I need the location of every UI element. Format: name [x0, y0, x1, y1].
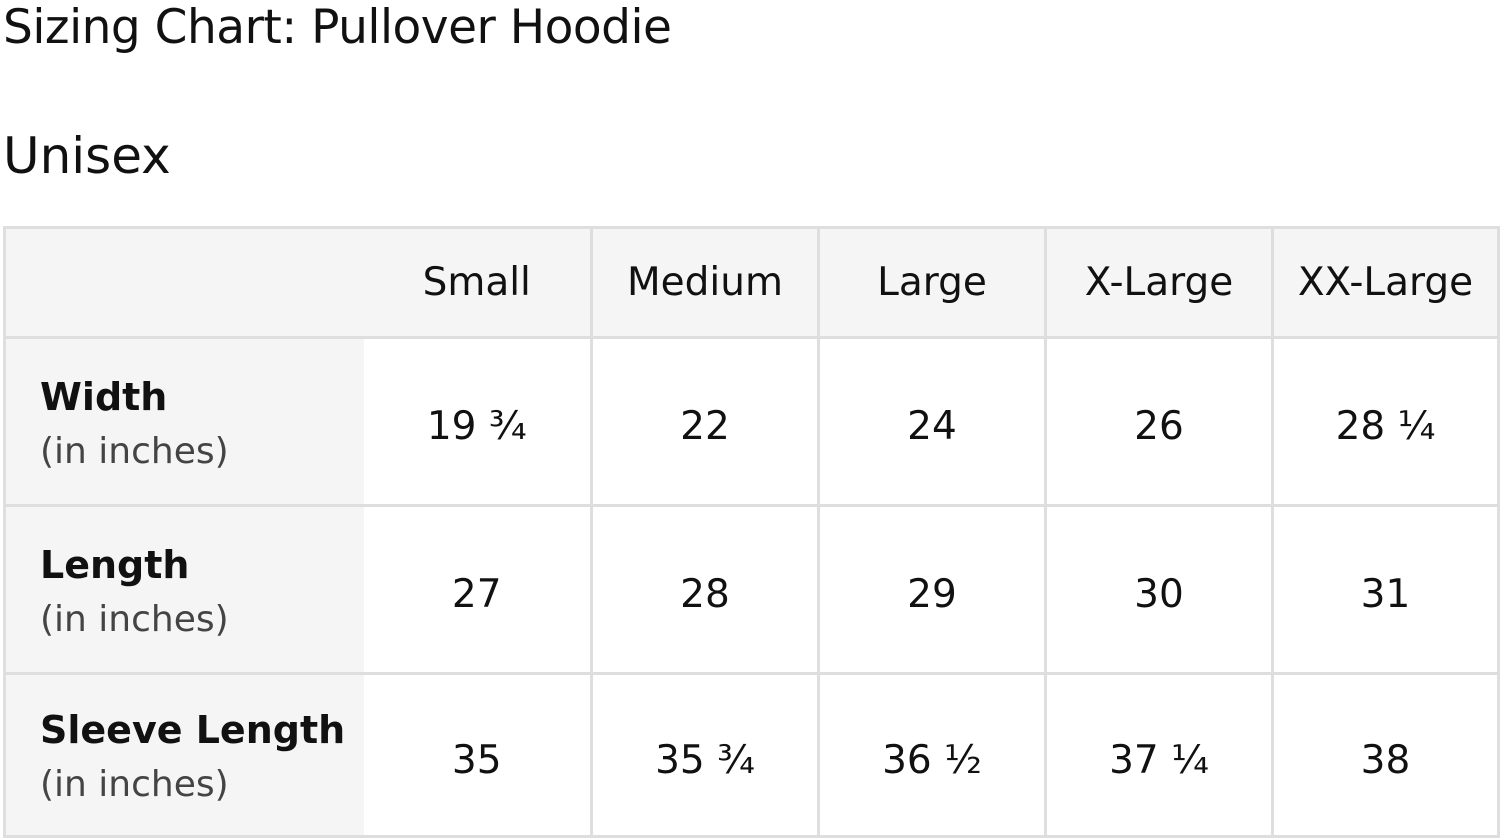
value-cell: 31 [1271, 504, 1500, 675]
value-cell: 22 [590, 336, 820, 507]
value-cell: 26 [1044, 336, 1274, 507]
value-cell: 19 ¾ [363, 336, 593, 507]
header-xx-large: XX-Large [1271, 226, 1500, 339]
header-row: Small Medium Large X-Large XX-Large [3, 226, 1500, 339]
sizing-table: Small Medium Large X-Large XX-Large Widt… [3, 226, 1500, 838]
header-x-large: X-Large [1044, 226, 1274, 339]
row-label: Width [40, 374, 168, 419]
header-small: Small [363, 226, 593, 339]
section-subtitle: Unisex [3, 127, 171, 185]
value-cell: 35 ¾ [590, 672, 820, 838]
row-label: Sleeve Length [40, 708, 346, 752]
row-unit: (in inches) [40, 764, 229, 805]
table-row: Length (in inches) 27 28 29 30 31 [3, 504, 1500, 675]
value-cell: 35 [363, 672, 593, 838]
row-unit: (in inches) [40, 430, 229, 472]
value-cell: 37 ¼ [1044, 672, 1274, 838]
value-cell: 24 [817, 336, 1047, 507]
value-cell: 29 [817, 504, 1047, 675]
value-cell: 27 [363, 504, 593, 675]
page-title: Sizing Chart: Pullover Hoodie [3, 0, 672, 55]
header-medium: Medium [590, 226, 820, 339]
value-cell: 28 ¼ [1271, 336, 1500, 507]
table-row: Width (in inches) 19 ¾ 22 24 26 28 ¼ [3, 336, 1500, 507]
row-label-cell: Width (in inches) [3, 336, 364, 507]
row-label-cell: Sleeve Length (in inches) [3, 672, 364, 838]
row-label: Length [40, 542, 190, 587]
value-cell: 36 ½ [817, 672, 1047, 838]
header-blank-cell [3, 226, 364, 339]
header-large: Large [817, 226, 1047, 339]
value-cell: 28 [590, 504, 820, 675]
row-unit: (in inches) [40, 598, 229, 640]
row-label-cell: Length (in inches) [3, 504, 364, 675]
value-cell: 30 [1044, 504, 1274, 675]
value-cell: 38 [1271, 672, 1500, 838]
